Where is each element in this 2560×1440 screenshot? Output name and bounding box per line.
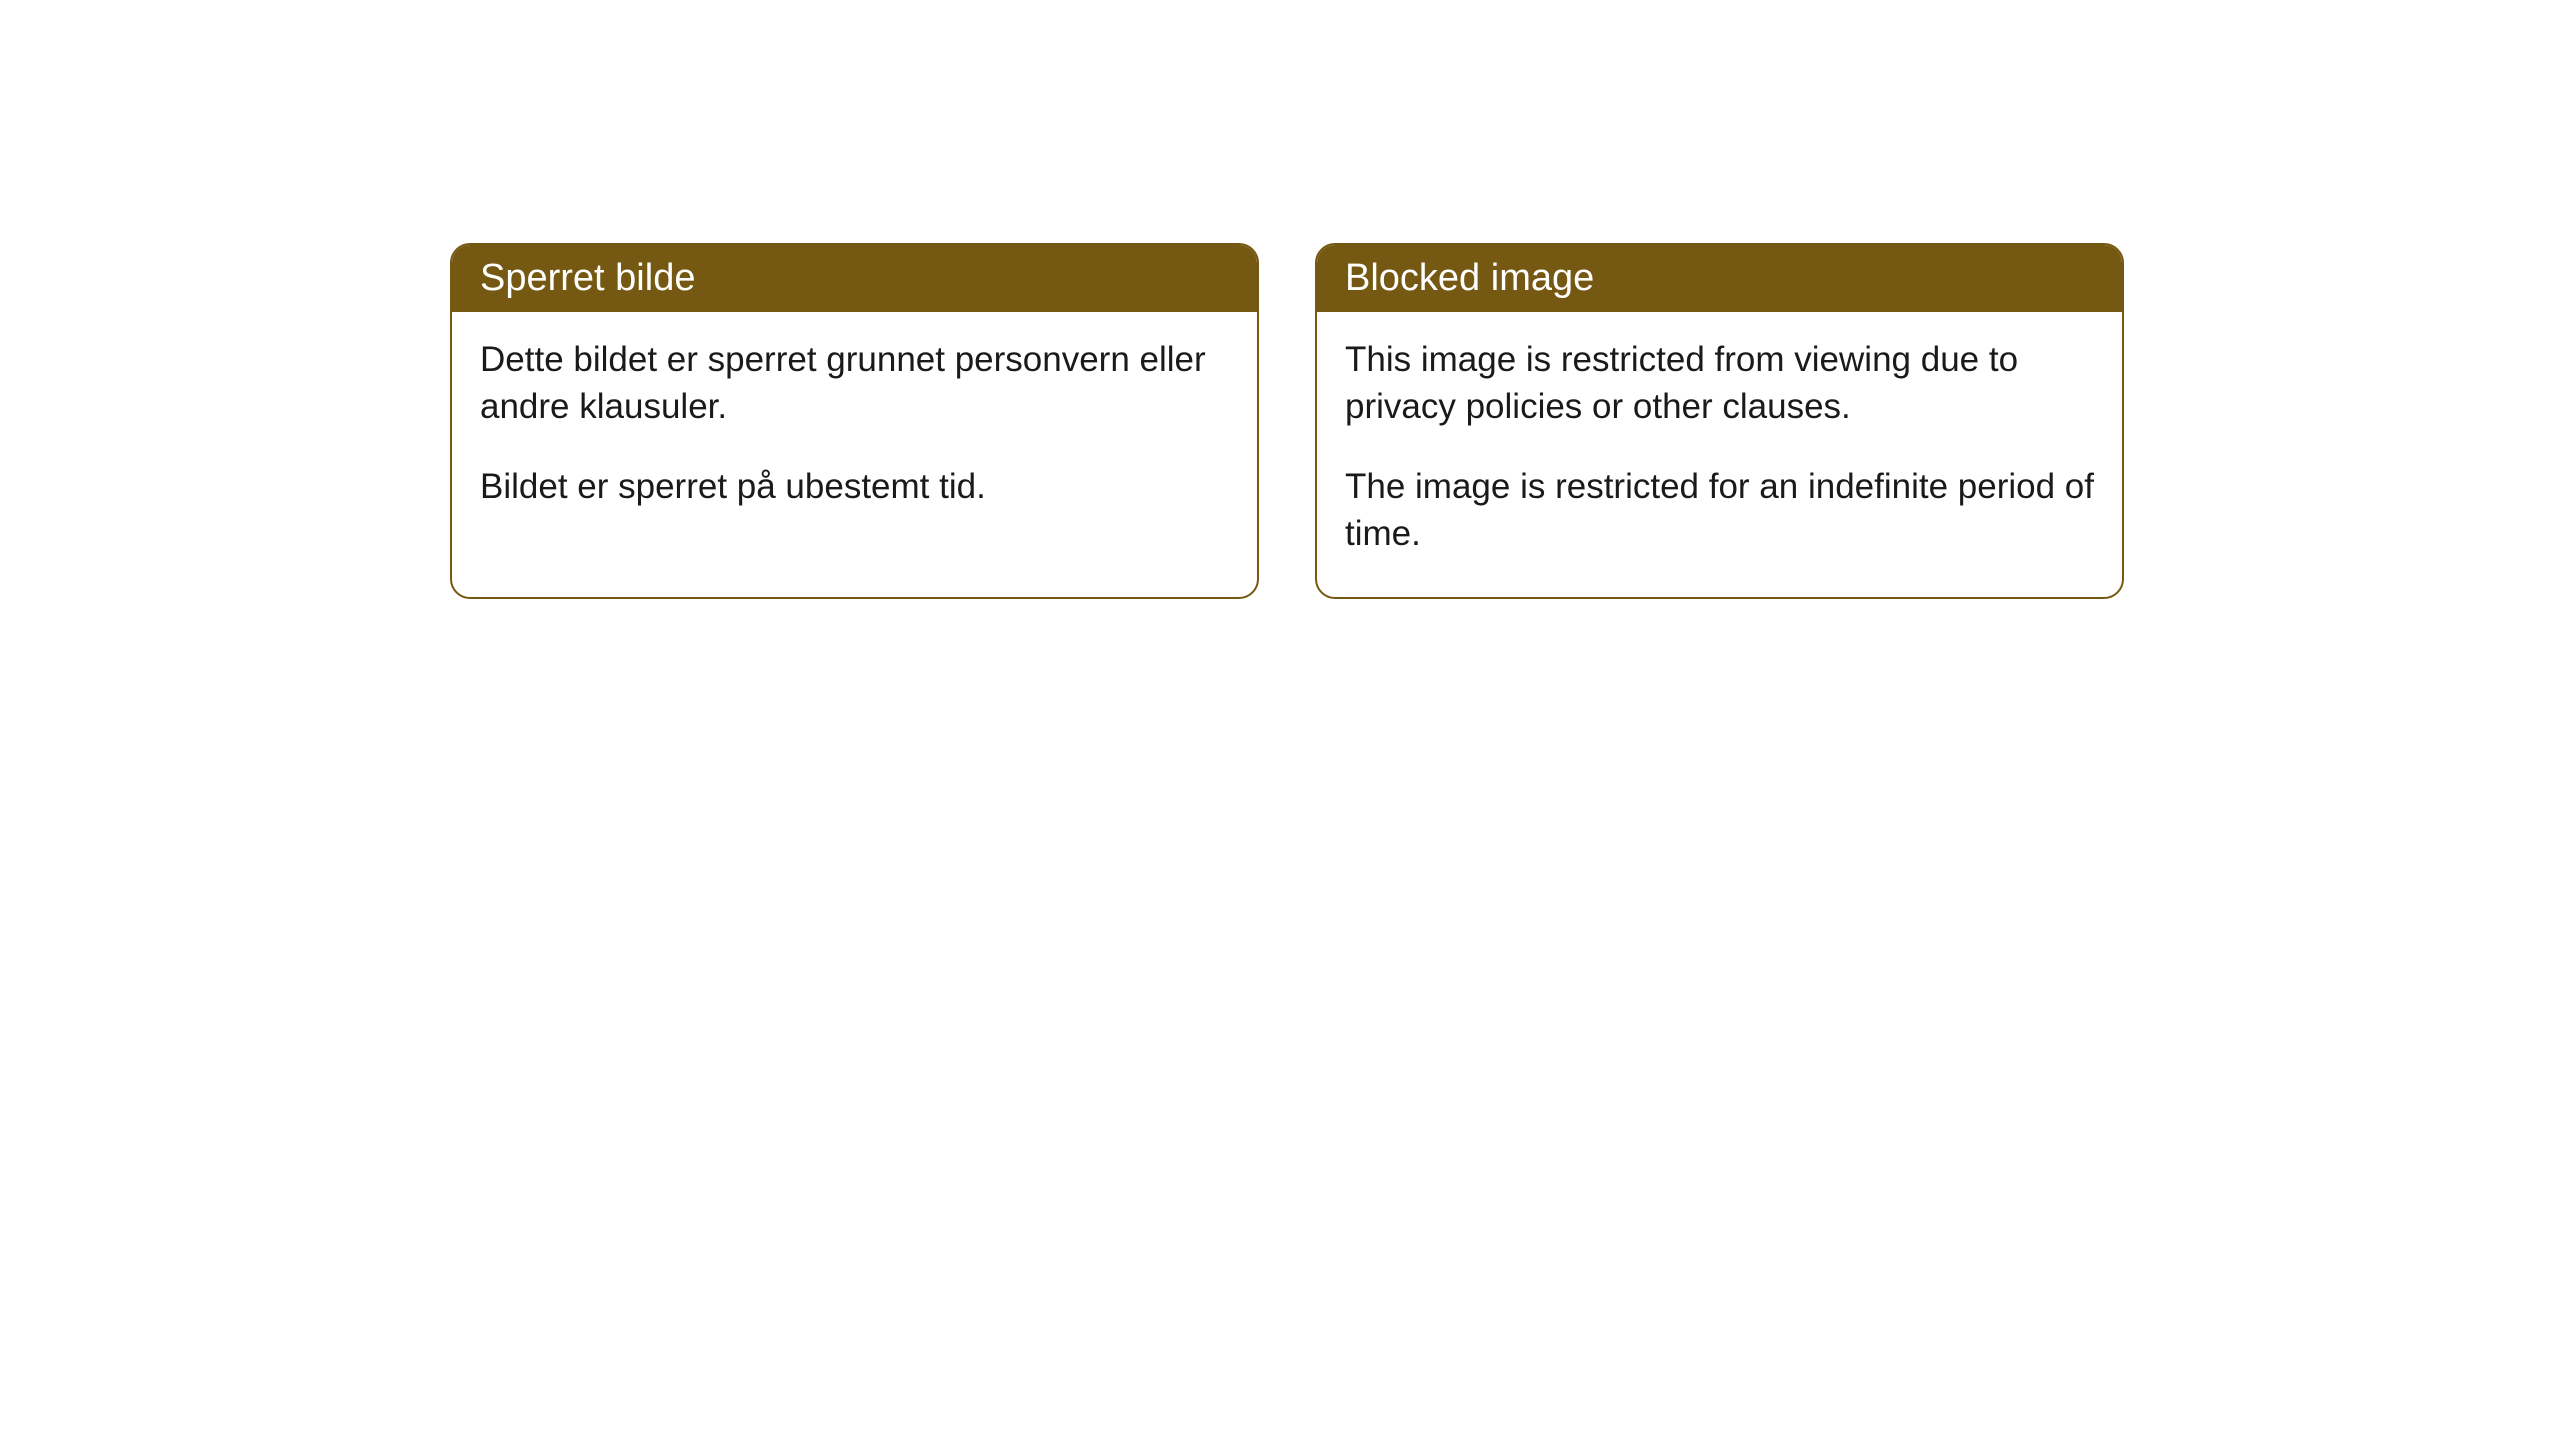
card-paragraph: The image is restricted for an indefinit… <box>1345 463 2094 558</box>
card-body-english: This image is restricted from viewing du… <box>1317 312 2122 597</box>
notice-card-english: Blocked image This image is restricted f… <box>1315 243 2124 599</box>
card-paragraph: Bildet er sperret på ubestemt tid. <box>480 463 1229 510</box>
card-paragraph: Dette bildet er sperret grunnet personve… <box>480 336 1229 431</box>
card-header-english: Blocked image <box>1317 245 2122 312</box>
notice-cards-container: Sperret bilde Dette bildet er sperret gr… <box>450 243 2560 599</box>
card-paragraph: This image is restricted from viewing du… <box>1345 336 2094 431</box>
notice-card-norwegian: Sperret bilde Dette bildet er sperret gr… <box>450 243 1259 599</box>
card-header-norwegian: Sperret bilde <box>452 245 1257 312</box>
card-body-norwegian: Dette bildet er sperret grunnet personve… <box>452 312 1257 550</box>
